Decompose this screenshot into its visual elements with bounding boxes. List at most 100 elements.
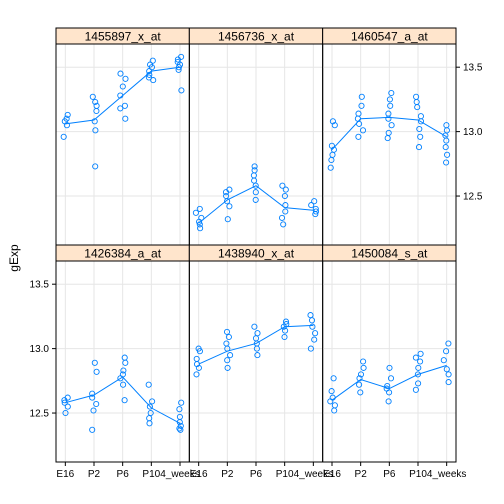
data-point bbox=[252, 196, 259, 203]
data-point bbox=[357, 371, 365, 378]
data-point bbox=[385, 129, 392, 136]
data-point bbox=[64, 111, 71, 118]
data-point bbox=[415, 144, 423, 151]
data-point bbox=[383, 385, 390, 392]
data-point bbox=[415, 364, 422, 371]
data-point bbox=[120, 367, 127, 374]
data-point bbox=[282, 186, 289, 193]
data-point bbox=[307, 345, 314, 352]
data-point bbox=[117, 105, 124, 112]
data-point bbox=[147, 409, 154, 417]
data-point bbox=[195, 345, 202, 352]
data-point bbox=[328, 156, 335, 164]
data-point bbox=[178, 87, 185, 94]
x-tick-label: P6 bbox=[383, 469, 396, 480]
data-point bbox=[283, 321, 290, 328]
data-point bbox=[149, 398, 156, 405]
data-point bbox=[90, 407, 97, 414]
data-point bbox=[93, 400, 100, 408]
x-tick-label: E16 bbox=[323, 469, 341, 480]
x-tick-label: P2 bbox=[88, 469, 101, 480]
data-point bbox=[445, 340, 452, 347]
data-point bbox=[282, 318, 290, 325]
y-tick-label: 13.5 bbox=[463, 63, 483, 74]
data-point bbox=[198, 214, 205, 221]
panel-strip-label: 1438940_x_at bbox=[218, 247, 295, 261]
data-point bbox=[150, 77, 157, 84]
data-point bbox=[360, 364, 367, 371]
data-point bbox=[443, 159, 450, 166]
data-point bbox=[445, 371, 452, 378]
data-point bbox=[412, 354, 419, 361]
data-point bbox=[440, 357, 447, 364]
data-point bbox=[444, 151, 451, 158]
data-point bbox=[328, 142, 335, 149]
data-point bbox=[251, 163, 258, 170]
data-point bbox=[312, 205, 319, 212]
data-point bbox=[121, 102, 128, 109]
panel-1438940_x_at: 1438940_x_at bbox=[188, 244, 324, 463]
data-point bbox=[92, 163, 99, 170]
panel-1450084_s_at: 1450084_s_at bbox=[322, 244, 457, 463]
data-point bbox=[443, 366, 450, 373]
data-point bbox=[146, 403, 153, 410]
data-point bbox=[358, 102, 365, 109]
data-point bbox=[122, 115, 129, 122]
data-point bbox=[388, 122, 395, 129]
data-point bbox=[64, 403, 71, 410]
data-point bbox=[442, 144, 449, 151]
data-point bbox=[279, 182, 286, 189]
data-point bbox=[122, 359, 129, 366]
y-tick-label: 13.5 bbox=[30, 280, 50, 291]
data-point bbox=[254, 352, 261, 359]
data-point bbox=[360, 358, 367, 365]
data-point bbox=[196, 205, 203, 212]
data-point bbox=[415, 380, 422, 387]
data-point bbox=[145, 381, 152, 388]
data-point bbox=[251, 323, 258, 330]
data-point bbox=[328, 388, 335, 395]
data-point bbox=[177, 422, 184, 429]
panel-1426384_a_at: 1426384_a_at bbox=[55, 244, 190, 463]
data-point bbox=[281, 192, 288, 200]
data-point bbox=[195, 364, 202, 371]
data-point bbox=[146, 71, 153, 78]
data-point bbox=[254, 330, 261, 337]
data-point bbox=[93, 107, 100, 115]
data-point bbox=[93, 102, 100, 109]
data-point bbox=[385, 398, 392, 405]
data-point bbox=[251, 167, 258, 174]
data-point bbox=[331, 402, 338, 409]
data-point bbox=[119, 371, 126, 378]
data-point bbox=[223, 328, 231, 335]
data-point bbox=[358, 93, 365, 100]
data-point bbox=[356, 381, 363, 388]
data-point bbox=[177, 426, 184, 433]
data-point bbox=[417, 350, 424, 357]
data-point bbox=[312, 330, 319, 337]
trend-line bbox=[198, 324, 314, 365]
panel-1460547_a_at: 1460547_a_at bbox=[322, 27, 457, 246]
data-point bbox=[117, 70, 124, 77]
data-point bbox=[89, 390, 96, 397]
data-point bbox=[308, 202, 315, 209]
data-point bbox=[178, 53, 185, 60]
data-point bbox=[281, 333, 288, 341]
data-point bbox=[224, 364, 231, 371]
data-point bbox=[64, 394, 71, 401]
data-point bbox=[60, 133, 67, 140]
data-point bbox=[224, 357, 231, 364]
data-point bbox=[225, 333, 232, 341]
x-tick-label: P6 bbox=[250, 469, 263, 480]
panel-strip-label: 1456736_x_at bbox=[218, 30, 295, 44]
panel-1455897_x_at: 1455897_x_at bbox=[55, 27, 190, 246]
data-point bbox=[224, 216, 231, 223]
data-point bbox=[417, 133, 424, 140]
data-point bbox=[93, 368, 100, 375]
data-point bbox=[388, 89, 395, 97]
data-point bbox=[196, 221, 203, 228]
data-point bbox=[329, 394, 336, 401]
data-point bbox=[193, 355, 200, 362]
